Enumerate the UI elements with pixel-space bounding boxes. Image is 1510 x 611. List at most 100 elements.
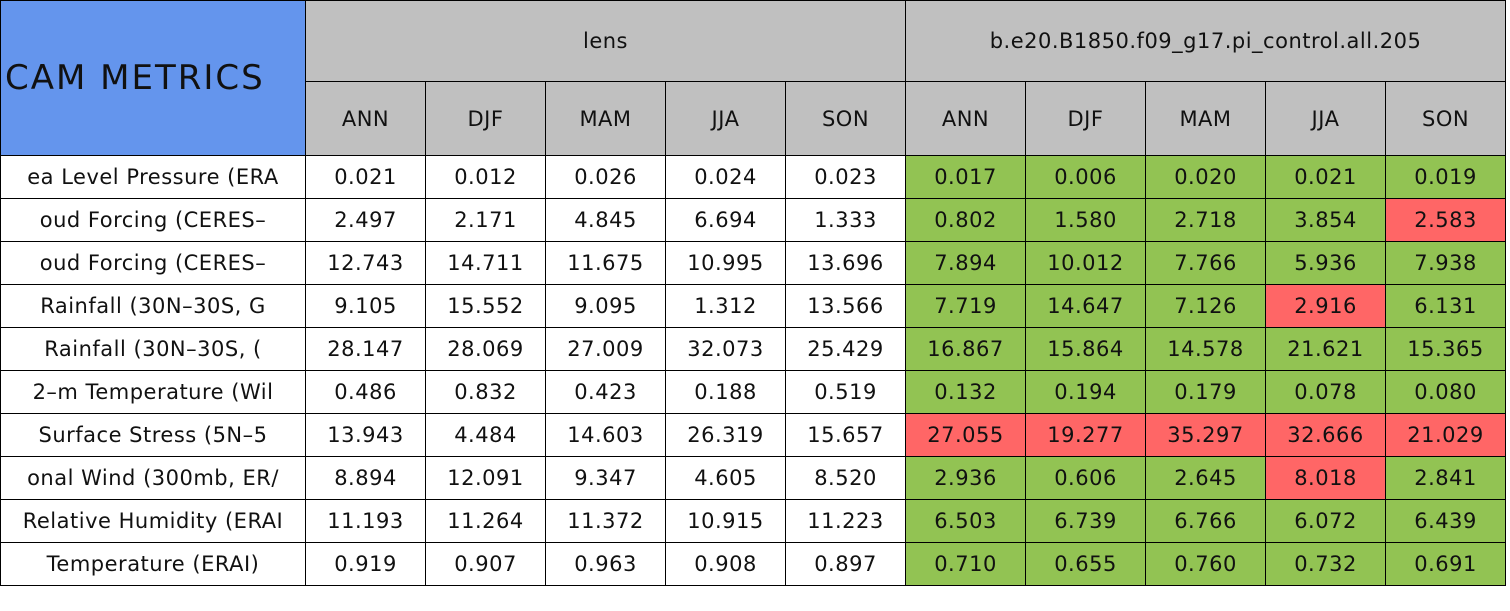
control-value: 2.936 [905, 456, 1026, 500]
group-header: b.e20.B1850.f09_g17.pi_control.all.205 [904, 0, 1507, 82]
lens-value: 9.095 [545, 284, 666, 328]
data-row: ea Level Pressure (ERA 0.021 0.012 0.026 0.0… [0, 155, 1507, 199]
control-value: 6.503 [905, 499, 1026, 543]
control-value: 2.841 [1384, 456, 1507, 500]
control-value: 0.006 [1025, 155, 1146, 199]
lens-value: 8.894 [305, 456, 426, 500]
control-value: 0.710 [905, 542, 1026, 586]
metric-label: Temperature (ERAI) [0, 542, 306, 586]
lens-value: 26.319 [665, 413, 786, 457]
control-value: 0.080 [1384, 370, 1507, 414]
metric-label: Rainfall (30N–30S, ( [0, 327, 306, 371]
control-value: 19.277 [1025, 413, 1146, 457]
metric-label: Rainfall (30N–30S, G [0, 284, 306, 328]
control-value: 0.802 [905, 198, 1026, 242]
lens-value: 0.486 [305, 370, 426, 414]
control-value: 0.019 [1384, 155, 1507, 199]
metric-label: onal Wind (300mb, ER/ [0, 456, 306, 500]
lens-value: 9.347 [545, 456, 666, 500]
lens-value: 11.264 [425, 499, 546, 543]
metric-label: oud Forcing (CERES– [0, 198, 306, 242]
lens-value: 4.845 [545, 198, 666, 242]
lens-value: 0.897 [785, 542, 906, 586]
group-header: lens [305, 0, 906, 82]
lens-value: 11.193 [305, 499, 426, 543]
lens-value: 0.907 [425, 542, 546, 586]
header-row: CAM METRICS lens b.e20.B1850.f09_g17.pi_c… [0, 0, 1507, 156]
control-value: 14.578 [1145, 327, 1266, 371]
lens-value: 0.908 [665, 542, 786, 586]
table-body: CAM METRICS lens b.e20.B1850.f09_g17.pi_c… [0, 0, 1507, 586]
lens-value: 0.188 [665, 370, 786, 414]
metric-label: 2–m Temperature (Wil [0, 370, 306, 414]
control-value: 0.078 [1265, 370, 1386, 414]
lens-value: 11.675 [545, 241, 666, 285]
control-value: 0.020 [1145, 155, 1266, 199]
control-value: 3.854 [1265, 198, 1386, 242]
lens-value: 25.429 [785, 327, 906, 371]
control-value: 6.072 [1265, 499, 1386, 543]
lens-value: 0.024 [665, 155, 786, 199]
control-value: 2.916 [1265, 284, 1386, 328]
metric-label: ea Level Pressure (ERA [0, 155, 306, 199]
data-row: onal Wind (300mb, ER/8.894 12.091 9.347 4.6… [0, 456, 1507, 500]
control-value: 0.194 [1025, 370, 1146, 414]
lens-value: 11.223 [785, 499, 906, 543]
control-value: 7.719 [905, 284, 1026, 328]
lens-value: 12.743 [305, 241, 426, 285]
season-header: JJA [1265, 81, 1386, 156]
season-header: DJF [1025, 81, 1146, 156]
lens-value: 0.519 [785, 370, 906, 414]
lens-value: 15.657 [785, 413, 906, 457]
control-value: 1.580 [1025, 198, 1146, 242]
data-row: Surface Stress (5N–5 13.943 4.484 14.603 26.… [0, 413, 1507, 457]
lens-value: 12.091 [425, 456, 546, 500]
lens-value: 0.021 [305, 155, 426, 199]
lens-value: 10.995 [665, 241, 786, 285]
lens-value: 4.605 [665, 456, 786, 500]
season-header: JJA [665, 81, 786, 156]
control-value: 0.760 [1145, 542, 1266, 586]
control-value: 0.732 [1265, 542, 1386, 586]
lens-value: 0.423 [545, 370, 666, 414]
lens-value: 0.026 [545, 155, 666, 199]
lens-value: 11.372 [545, 499, 666, 543]
control-value: 7.938 [1384, 241, 1507, 285]
lens-value: 14.603 [545, 413, 666, 457]
lens-value: 13.943 [305, 413, 426, 457]
season-header: SON [1384, 81, 1507, 156]
control-value: 2.583 [1384, 198, 1507, 242]
control-value: 8.018 [1265, 456, 1386, 500]
control-value: 0.691 [1384, 542, 1507, 586]
metric-label: Surface Stress (5N–5 [0, 413, 306, 457]
lens-value: 0.832 [425, 370, 546, 414]
control-value: 16.867 [905, 327, 1026, 371]
lens-value: 1.333 [785, 198, 906, 242]
table-title: CAM METRICS [0, 0, 306, 156]
metrics-table: CAM METRICS lens b.e20.B1850.f09_g17.pi_c… [0, 0, 1507, 586]
data-row: Temperature (ERAI) 0.919 0.907 0.963 0.908 0.… [0, 542, 1507, 586]
lens-value: 2.171 [425, 198, 546, 242]
lens-value: 2.497 [305, 198, 426, 242]
season-row: ANN DJF MAM JJA SON ANN DJF MAM JJA SON [1, 81, 1507, 156]
control-value: 2.718 [1145, 198, 1266, 242]
data-row: oud Forcing (CERES– 2.497 2.171 4.845 6.694 1… [0, 198, 1507, 242]
control-value: 0.179 [1145, 370, 1266, 414]
season-header: MAM [545, 81, 666, 156]
lens-value: 15.552 [425, 284, 546, 328]
lens-value: 4.484 [425, 413, 546, 457]
control-value: 0.132 [905, 370, 1026, 414]
control-value: 6.439 [1384, 499, 1507, 543]
lens-value: 0.012 [425, 155, 546, 199]
control-value: 5.936 [1265, 241, 1386, 285]
control-value: 32.666 [1265, 413, 1386, 457]
lens-value: 32.073 [665, 327, 786, 371]
lens-value: 28.147 [305, 327, 426, 371]
lens-value: 27.009 [545, 327, 666, 371]
season-header: SON [785, 81, 906, 156]
lens-value: 28.069 [425, 327, 546, 371]
lens-value: 0.023 [785, 155, 906, 199]
control-value: 7.126 [1145, 284, 1266, 328]
control-value: 7.894 [905, 241, 1026, 285]
